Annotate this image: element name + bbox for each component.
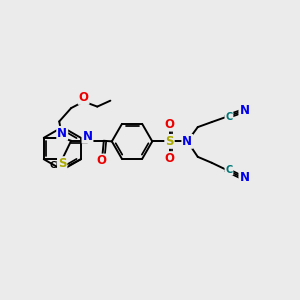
Text: CH₃: CH₃ (50, 161, 68, 170)
Text: N: N (182, 135, 192, 148)
Text: O: O (79, 91, 88, 104)
Text: O: O (164, 118, 175, 130)
Text: O: O (164, 152, 175, 165)
Text: N: N (82, 130, 92, 143)
Text: N: N (239, 171, 249, 184)
Text: C: C (225, 165, 233, 175)
Text: N: N (57, 127, 67, 140)
Text: N: N (239, 104, 249, 117)
Text: S: S (165, 135, 174, 148)
Text: O: O (97, 154, 107, 167)
Text: S: S (58, 157, 67, 170)
Text: C: C (225, 112, 233, 122)
